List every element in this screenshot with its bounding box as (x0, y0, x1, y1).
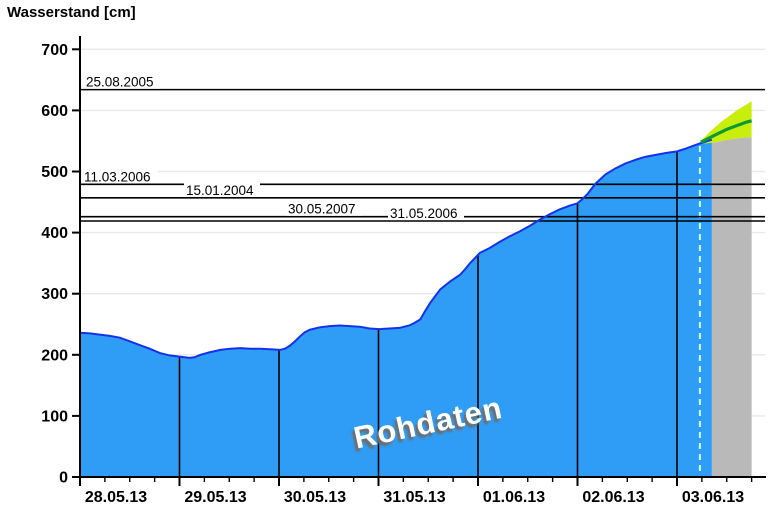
y-tick-label: 700 (41, 42, 68, 59)
x-tick-label: 02.06.13 (582, 489, 644, 506)
x-tick-label: 31.05.13 (383, 489, 445, 506)
reference-lines (80, 88, 765, 222)
chart-title: Wasserstand [cm] (7, 4, 136, 21)
x-tick-label: 28.05.13 (85, 489, 147, 506)
reference-label-bg (82, 169, 158, 184)
forecast-line (700, 119, 753, 144)
forecast-uncertainty-band (700, 101, 752, 144)
y-tick-label: 100 (41, 408, 68, 425)
reference-label-bg (388, 205, 464, 220)
reference-label: 25.08.2005 (86, 75, 154, 90)
y-tick-label: 500 (41, 164, 68, 181)
forecast-base-area (711, 137, 752, 477)
reference-label-bg (84, 74, 160, 89)
x-tick-label: 29.05.13 (184, 489, 246, 506)
measured-area (80, 139, 712, 477)
reference-labels: 25.08.2005 11.03.2006 15.01.2004 30.05.2007… (82, 74, 464, 221)
reference-label: 31.05.2006 (390, 206, 458, 221)
x-tick-label: 03.06.13 (682, 489, 744, 506)
y-tick-label: 400 (41, 225, 68, 242)
x-tick-label: 30.05.13 (284, 489, 346, 506)
reference-label-bg (184, 182, 260, 197)
measured-curve (79, 138, 713, 359)
reference-label: 11.03.2006 (84, 169, 151, 184)
reference-label-bg (286, 201, 362, 216)
y-tick-label: 600 (41, 103, 68, 120)
y-tick-label: 200 (41, 347, 68, 364)
reference-label: 15.01.2004 (186, 183, 254, 198)
y-tick-label: 300 (41, 286, 68, 303)
axes: 0 100 200 300 400 500 600 700 28.05.13 29.05.13 30… (41, 36, 766, 506)
y-tick-label: 0 (59, 470, 68, 487)
reference-label: 30.05.2007 (288, 202, 356, 217)
x-tick-label: 01.06.13 (483, 489, 545, 506)
